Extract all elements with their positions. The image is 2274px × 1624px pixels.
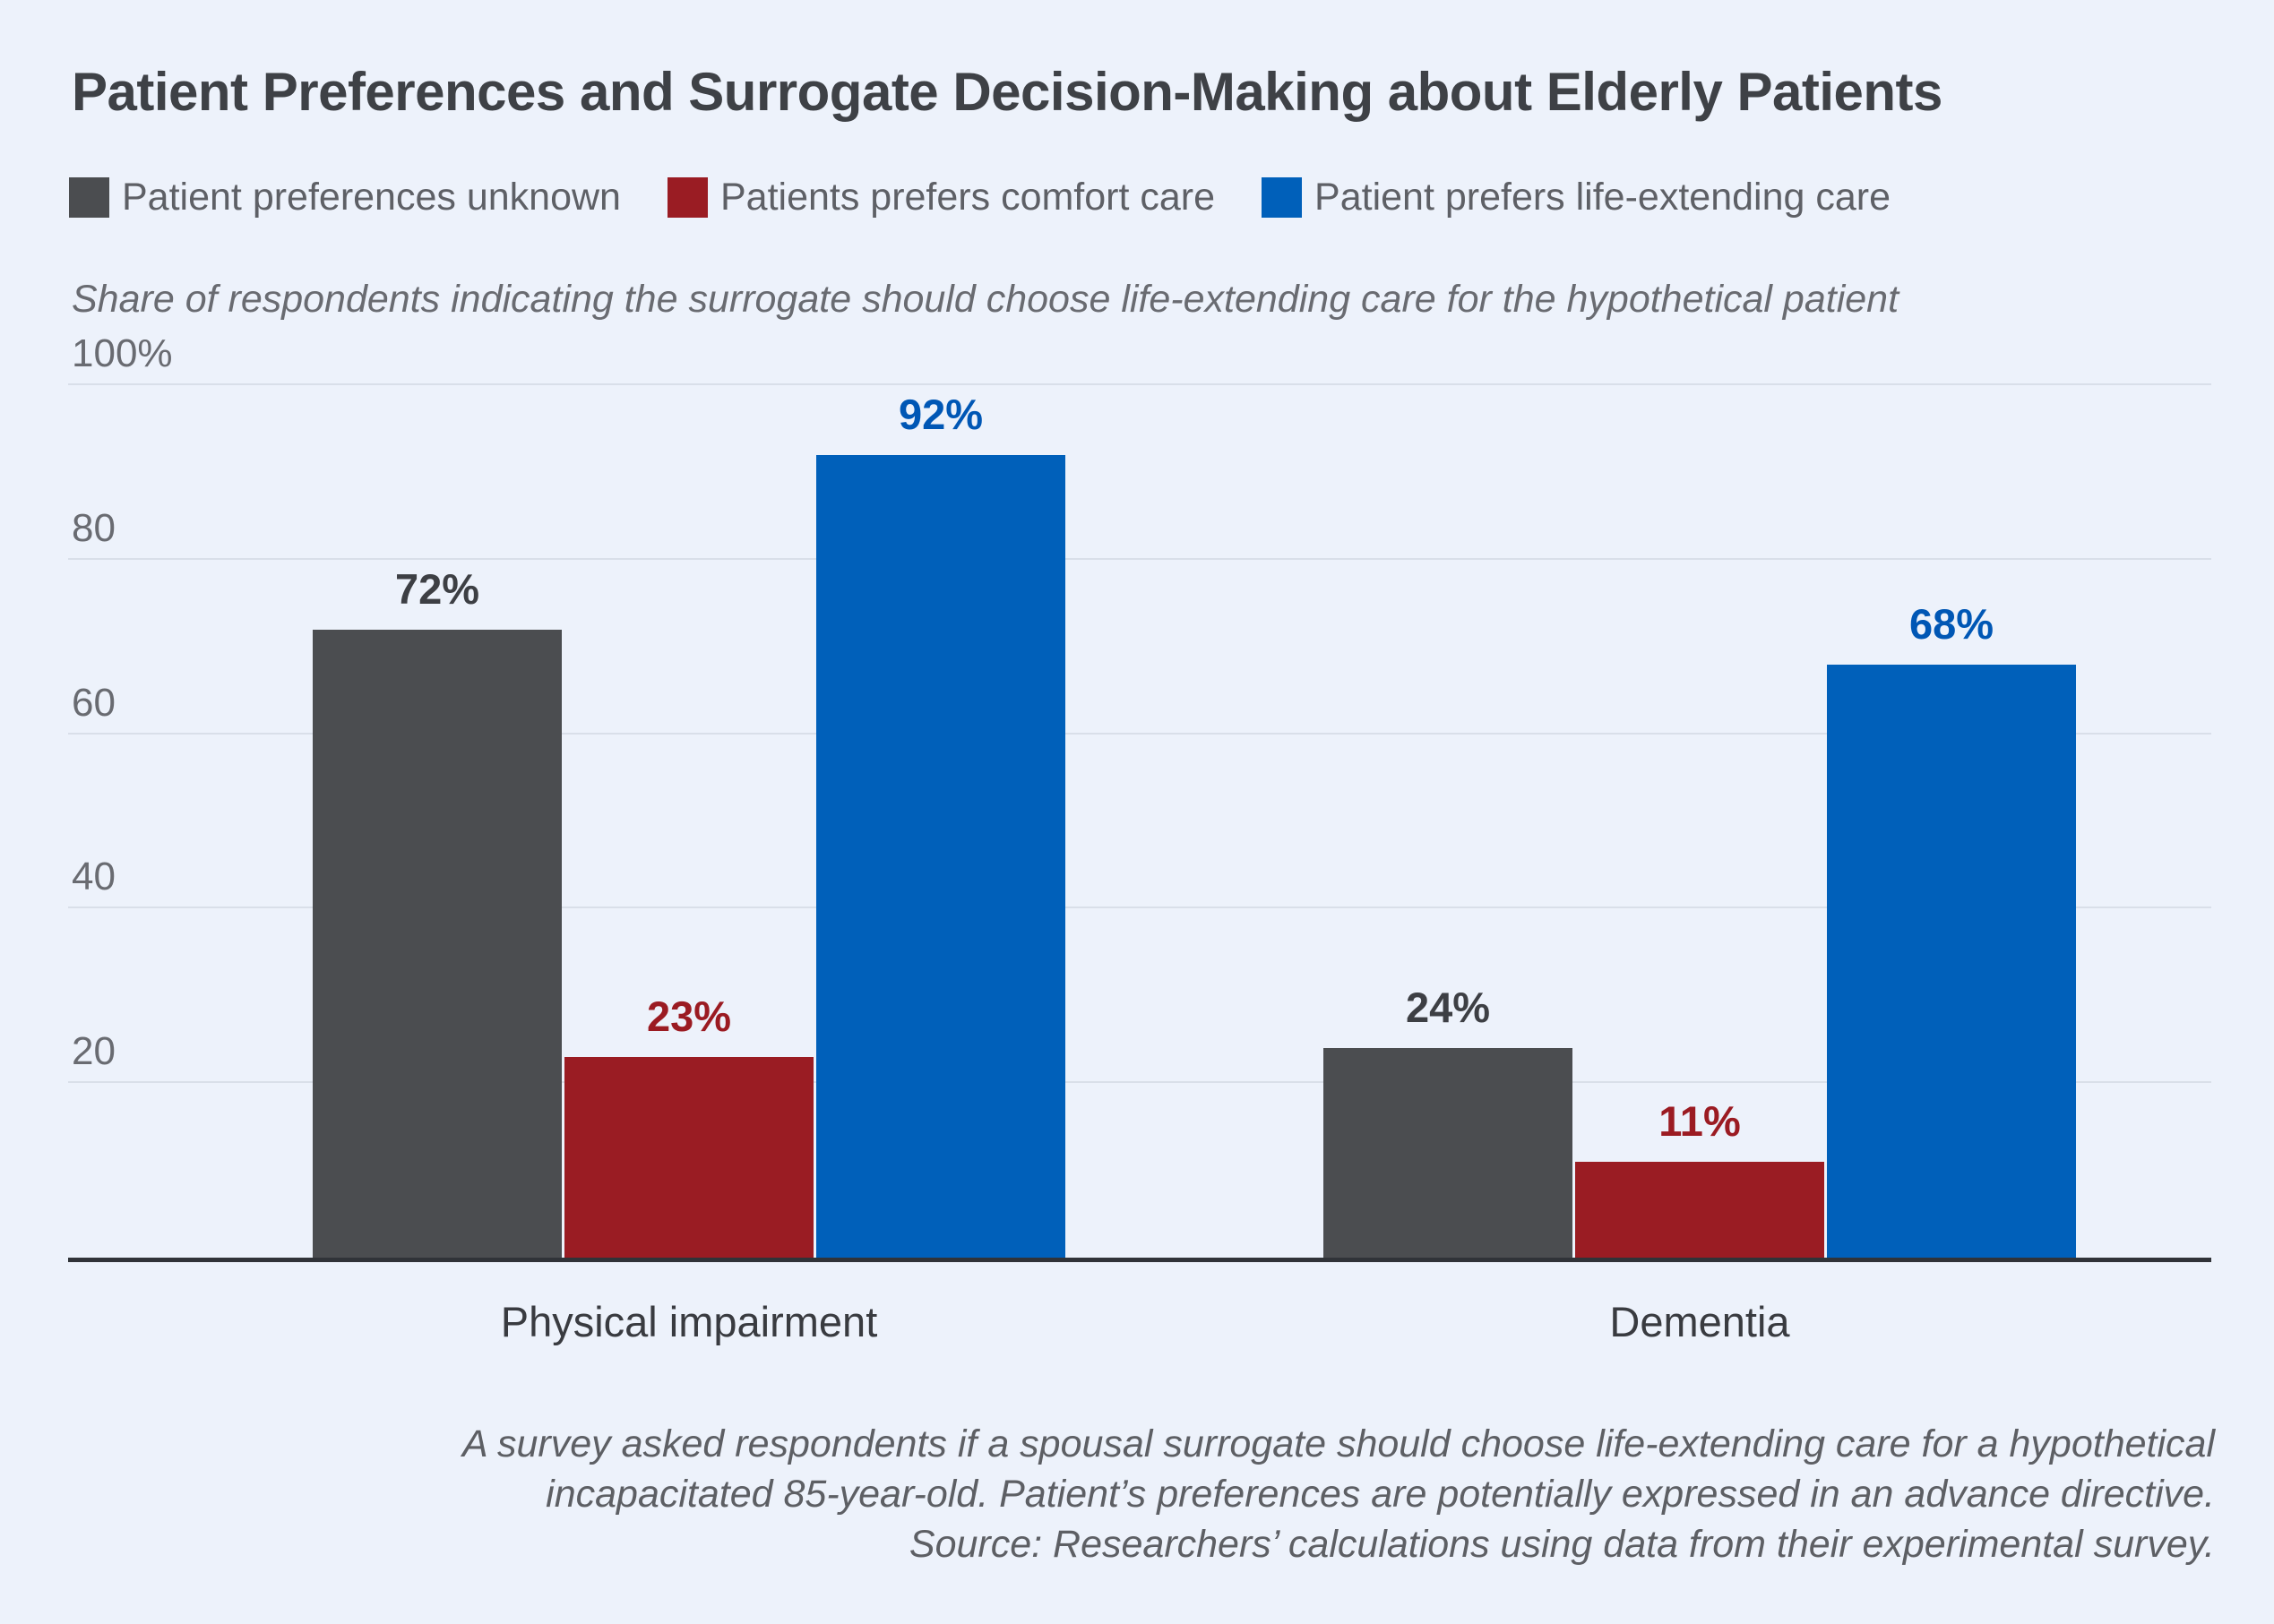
y-gridline (68, 907, 2211, 909)
y-gridline (68, 1081, 2211, 1084)
legend-item-life-extending: Patient prefers life-extending care (1262, 176, 1891, 219)
legend-swatch-gray-icon (69, 177, 109, 218)
chart-subtitle: Share of respondents indicating the surr… (72, 278, 1899, 321)
chart-legend: Patient preferences unknown Patients pre… (69, 176, 1891, 219)
y-gridline (68, 732, 2211, 735)
bar-value-label: 92% (898, 390, 984, 438)
y-tick-label: 100% (72, 331, 173, 375)
bar-slot: 23% (564, 385, 814, 1258)
y-gridline (68, 383, 2211, 385)
legend-swatch-blue-icon (1262, 177, 1303, 218)
legend-label: Patients prefers comfort care (719, 176, 1216, 219)
bar (816, 454, 1065, 1258)
plot-area: 20 40 60 80 100% 72% 23% 92% 24% 11% 68% (68, 331, 2211, 1258)
bar (1827, 664, 2076, 1258)
bar-value-label: 24% (1405, 984, 1491, 1032)
bar-value-label: 72% (394, 564, 480, 613)
y-tick-label: 80 (72, 505, 116, 550)
bar-value-label: 11% (1658, 1096, 1741, 1145)
bar-group: 24% 11% 68% (1323, 385, 2076, 1258)
y-tick-label: 60 (72, 680, 116, 725)
bar (1575, 1161, 1824, 1258)
bar-value-label: 23% (646, 992, 732, 1040)
category-label: Dementia (1609, 1298, 1790, 1345)
bar-slot: 11% (1575, 385, 1824, 1258)
footnote-line: A survey asked respondents if a spousal … (461, 1422, 2215, 1465)
footnote-line: incapacitated 85-year-old. Patient’s pre… (546, 1472, 2215, 1516)
chart-footnote: A survey asked respondents if a spousal … (462, 1420, 2215, 1570)
y-gridline (68, 557, 2211, 560)
y-tick-label: 20 (72, 1029, 116, 1074)
y-tick-label: 40 (72, 855, 116, 899)
bar-slot: 68% (1827, 385, 2076, 1258)
bar (313, 629, 562, 1258)
bar-slot: 24% (1323, 385, 1572, 1258)
chart-title: Patient Preferences and Surrogate Decisi… (72, 62, 1942, 122)
bar (564, 1056, 814, 1258)
legend-item-comfort-care: Patients prefers comfort care (667, 176, 1216, 219)
bar-value-label: 68% (1908, 599, 1994, 648)
bar (1323, 1048, 1572, 1258)
category-label: Physical impairment (500, 1298, 878, 1345)
legend-swatch-red-icon (667, 177, 708, 218)
legend-label: Patient prefers life-extending care (1314, 176, 1891, 219)
x-axis-line (68, 1258, 2211, 1262)
legend-label: Patient preferences unknown (122, 176, 621, 219)
bar-slot: 92% (816, 385, 1065, 1258)
footnote-line: Source: Researchers’ calculations using … (909, 1522, 2215, 1566)
bar-slot: 72% (313, 385, 562, 1258)
legend-item-unknown: Patient preferences unknown (69, 176, 621, 219)
bar-group: 72% 23% 92% (313, 385, 1065, 1258)
